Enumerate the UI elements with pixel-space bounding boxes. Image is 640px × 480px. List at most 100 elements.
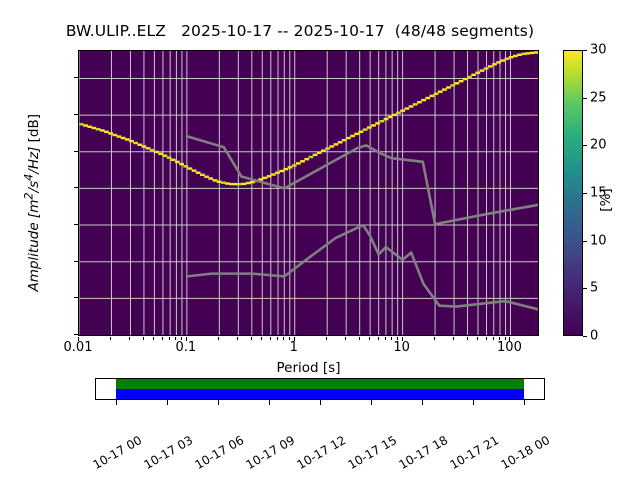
colorbar-tick-label: 5 [590, 280, 599, 296]
ppsd-bin [187, 167, 193, 170]
ppsd-bin [354, 132, 360, 136]
ppsd-bin [145, 147, 151, 150]
timeline-tick-mark [167, 400, 168, 405]
x-axis-tick-mark [391, 337, 392, 340]
x-axis-tick-mark [493, 337, 494, 340]
ppsd-bin [416, 101, 422, 104]
ppsd-bin [462, 77, 468, 81]
colorbar-tick-label: 0 [590, 328, 599, 344]
timeline-tick-label: 10-17 09 [243, 432, 298, 473]
ppsd-bin [325, 147, 330, 150]
timeline-tick-label: 10-17 21 [447, 432, 502, 473]
ppsd-bin [321, 149, 326, 152]
colorbar-tick-label: 30 [590, 42, 607, 58]
y-axis-tick-mark [74, 151, 78, 152]
ppsd-bin [454, 82, 460, 85]
colorbar-tick-label: 15 [590, 185, 607, 201]
ppsd-bin [517, 53, 522, 56]
peterson-high-noise-model [185, 134, 538, 226]
colorbar-tick-label: 10 [590, 233, 607, 249]
ppsd-bin [208, 177, 214, 180]
ppsd-bin [266, 175, 272, 178]
ppsd-bin [262, 176, 268, 180]
timeline-tick-mark [422, 400, 423, 405]
ppsd-bin [504, 57, 510, 60]
timeline-band-green [116, 379, 524, 389]
ppsd-bin [154, 150, 159, 154]
ppsd-axes[interactable] [78, 50, 539, 336]
x-axis-tick-mark [397, 337, 398, 340]
ppsd-bin [437, 90, 443, 93]
ppsd-bin [408, 105, 414, 108]
x-axis-tick-mark [294, 337, 295, 341]
ppsd-bin [337, 141, 343, 144]
y-axis-label: Amplitude [m2/s4/Hz] [dB] [22, 113, 42, 292]
ppsd-bin [433, 92, 439, 96]
ppsd-bin [291, 164, 297, 167]
timeline-tick-label: 10-17 03 [141, 432, 196, 473]
ppsd-bin [250, 180, 255, 184]
ppsd-bin [467, 75, 472, 79]
x-axis-tick-mark [218, 337, 219, 340]
ppsd-bin [458, 79, 464, 83]
colorbar[interactable] [563, 50, 583, 336]
ppsd-bin [83, 124, 88, 127]
timeline-tick-mark [269, 400, 270, 405]
timeline-tick-mark [473, 400, 474, 405]
ppsd-bin [358, 130, 364, 133]
ppsd-bin [533, 51, 538, 54]
ppsd-bin [387, 115, 393, 119]
ppsd-bin [137, 143, 143, 146]
ppsd-bin [166, 156, 172, 159]
x-axis-tick-mark [385, 337, 386, 340]
ppsd-bin [295, 162, 301, 165]
ppsd-bin [220, 181, 226, 184]
ppsd-bin [241, 182, 247, 186]
x-axis-tick-mark [129, 337, 130, 340]
ppsd-bin [508, 55, 514, 59]
ppsd-bin [379, 119, 385, 123]
ppsd-bin [79, 123, 84, 126]
y-axis-tick-mark [74, 224, 78, 225]
timeline-tick-label: 10-17 12 [294, 432, 349, 473]
ppsd-bin [391, 113, 397, 117]
ppsd-bin [371, 124, 376, 127]
ppsd-bin [183, 165, 189, 168]
ppsd-bin [396, 111, 401, 114]
x-axis-tick-mark [153, 337, 154, 340]
ppsd-bin [133, 141, 139, 145]
timeline-tick-label: 10-17 18 [396, 432, 451, 473]
ppsd-bin [512, 54, 518, 58]
ppsd-histogram [79, 51, 538, 186]
ppsd-bin [492, 63, 497, 66]
ppsd-bin [229, 182, 234, 186]
x-axis-tick-mark [237, 337, 238, 340]
x-axis-tick-mark [434, 337, 435, 340]
ppsd-bin [500, 59, 506, 62]
x-axis-tick-mark [186, 337, 187, 341]
ppsd-bin [237, 182, 243, 186]
y-axis-tick-mark [74, 187, 78, 188]
y-axis-tick-mark [74, 334, 78, 335]
ppsd-bin [287, 166, 293, 169]
colorbar-tick-mark [583, 241, 587, 242]
ppsd-bin [329, 145, 335, 148]
ppsd-bin [421, 98, 426, 102]
ppsd-canvas [79, 51, 538, 335]
timeline-band-blue [116, 389, 524, 399]
ppsd-bin [200, 173, 205, 177]
colorbar-tick-mark [583, 50, 587, 51]
ppsd-bin [129, 139, 134, 143]
ppsd-bin [471, 73, 477, 77]
ppsd-bin [496, 61, 502, 64]
colorbar-tick-label: 25 [590, 90, 607, 106]
colorbar-tick-mark [583, 145, 587, 146]
x-axis-tick-mark [477, 337, 478, 340]
ppsd-bin [450, 84, 456, 87]
ppsd-bin [112, 133, 118, 137]
ppsd-bin [174, 160, 180, 164]
ppsd-bin [233, 182, 239, 186]
peterson-low-noise-model [185, 223, 538, 311]
ppsd-bin [195, 171, 201, 174]
ppsd-bin [479, 69, 485, 72]
